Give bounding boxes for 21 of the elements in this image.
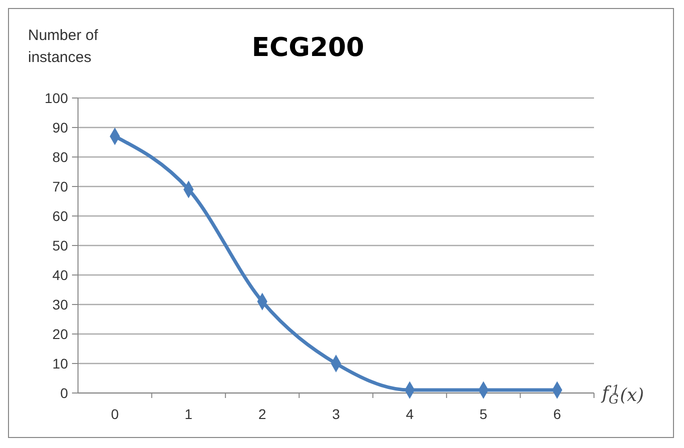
y-tick-label: 80 [52,148,68,165]
y-tick-label: 60 [52,208,68,224]
x-tick-label: 0 [110,406,119,422]
y-tick-label: 100 [44,90,68,106]
y-tick-label: 20 [52,326,68,342]
y-tick-label: 70 [52,178,68,194]
x-tick-label: 5 [480,406,488,422]
y-tick-label: 50 [52,237,68,254]
x-axis-title: f$_{G}$$^{1}$(x) [600,382,644,406]
x-tick-label: 4 [406,406,414,422]
y-tick-label: 40 [52,266,68,283]
x-tick-label: 2 [258,406,266,422]
chart-title: ECG200 [252,33,364,63]
x-tick-label: 3 [332,406,340,422]
y-tick-label: 10 [52,355,68,372]
x-tick-label: 6 [553,406,562,422]
y-tick-label: 0 [60,384,68,401]
y-axis-title: Number of instances [28,27,99,66]
y-tick-label: 90 [52,119,68,136]
x-tick-label: 1 [184,406,193,422]
y-tick-label: 30 [52,296,68,312]
